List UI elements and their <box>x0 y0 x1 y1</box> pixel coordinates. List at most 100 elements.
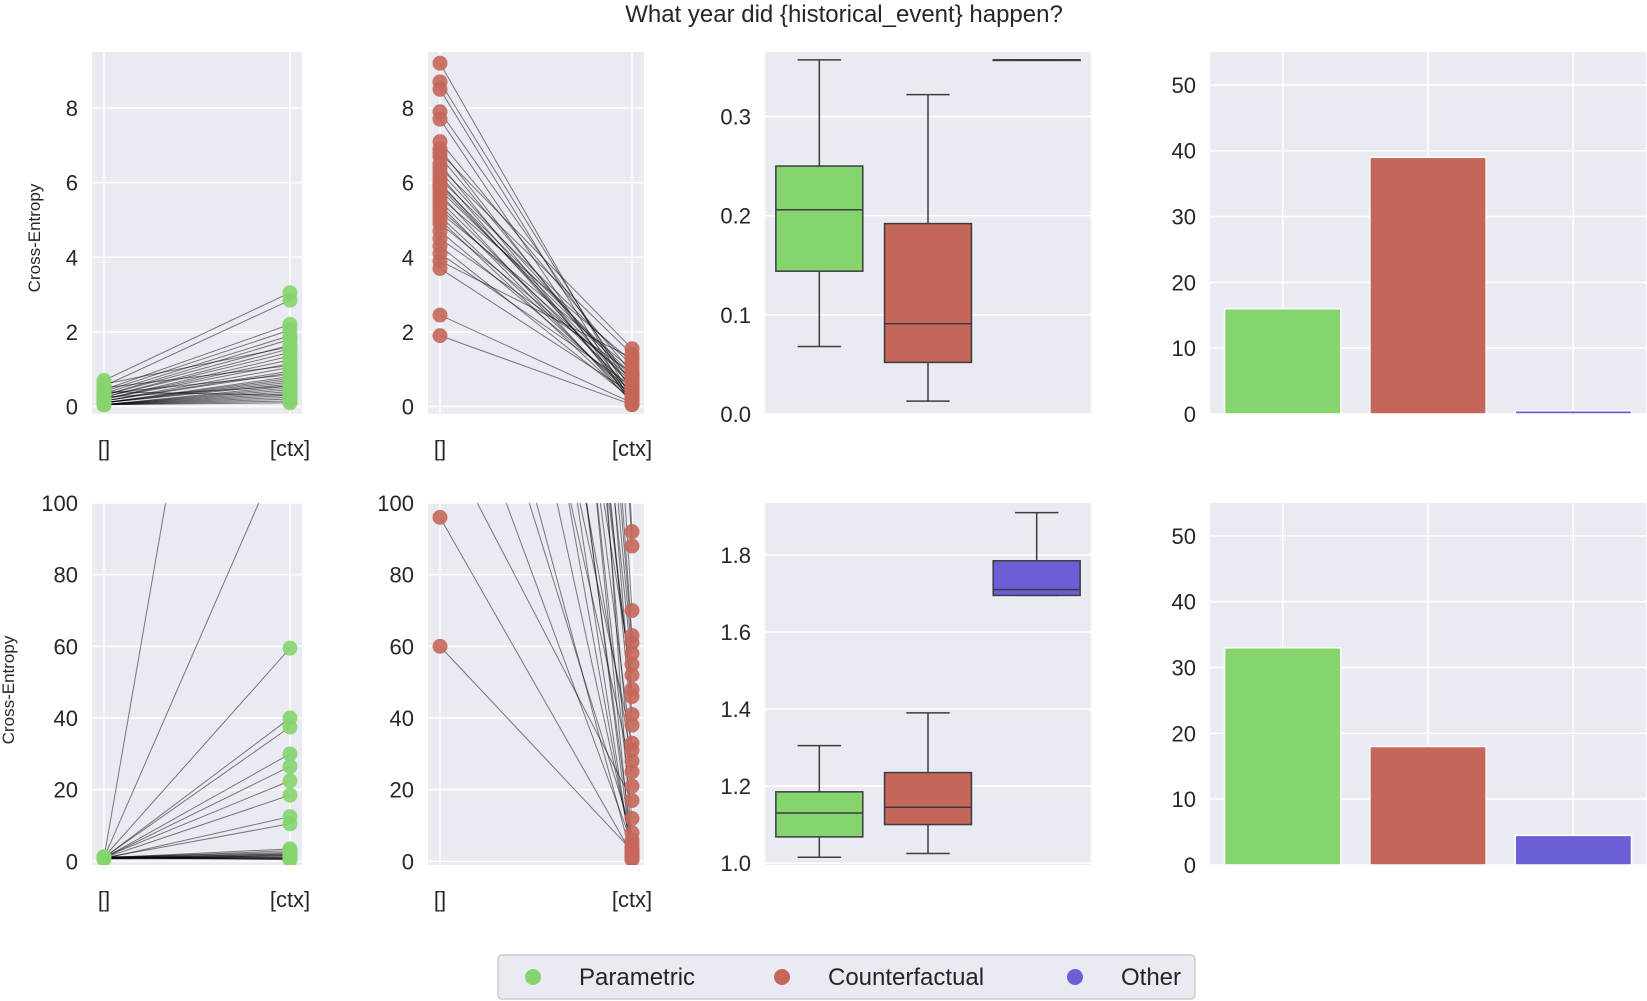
panel-r2-c1-pair-line <box>103 726 291 858</box>
panel-r2-c1-pair-line <box>103 647 291 858</box>
panel-r1-c2-pair-line <box>439 111 633 385</box>
panel-r2-c4-ytick-label: 20 <box>1172 721 1196 746</box>
panel-r2-c3-box-other <box>992 511 1081 597</box>
panel-r1-c1-point-no-ctx <box>96 384 112 400</box>
panel-r1-c1-marks <box>96 52 298 414</box>
panel-r2-c1-point-ctx <box>282 719 298 735</box>
panel-r1-c2-pair-line <box>439 167 633 355</box>
panel-r2-c1-pair-lines <box>103 503 291 861</box>
panel-r1-c2-pair-line <box>439 238 633 374</box>
panel-r2-c2-point-ctx <box>624 603 640 619</box>
panel-r2-c2-pair-line <box>585 503 633 762</box>
panel-r2-c1-xtick-label: [] <box>98 887 110 912</box>
panel-r1-c2-pair-line <box>439 314 633 404</box>
panel-r1-c2-pair-line <box>439 268 633 394</box>
panel-r2-c1-pair-line <box>103 503 167 858</box>
panel-r1-c1-pair-line <box>103 391 291 396</box>
panel-r2-c2-point-ctx <box>624 792 640 808</box>
panel-r2-c3-box-counterfactual <box>883 712 973 855</box>
panel-r1-c2-pair-line <box>439 81 633 392</box>
panel-r2-c3: 1.0 1.2 1.4 1.6 1.8 <box>720 503 1091 876</box>
panel-r2-c2-pair-line <box>576 503 633 860</box>
panel-r1-c1-ytick-label: 8 <box>66 96 78 121</box>
panel-r2-c1-plot-area <box>92 503 302 865</box>
panel-r2-c2-point-ctx <box>624 778 640 794</box>
panel-r2-c1-ytick-label: 80 <box>54 563 78 588</box>
panel-r2-c3-ytick-label: 1.2 <box>720 774 751 799</box>
panel-r1-c2-points <box>432 55 640 413</box>
panel-r1-c3-marks <box>775 59 1081 402</box>
panel-r2-c3-ytick-label: 1.6 <box>720 620 751 645</box>
panel-r1-c1-pair-line <box>103 292 291 381</box>
panel-r2-c4-marks <box>1223 503 1633 865</box>
panel-r1-c2-pair-line <box>439 118 633 405</box>
panel-r2-c1-pair-line <box>103 503 260 859</box>
panel-r1-c1-pair-line <box>103 323 291 391</box>
legend: Parametric Counterfactual Other <box>497 954 1196 1000</box>
panel-r1-c4: 0 10 20 30 40 50 <box>1172 52 1646 427</box>
panel-r2-c4-ytick-label: 0 <box>1184 853 1196 878</box>
panel-r2-c2-marks <box>432 503 640 865</box>
panel-r2-c4-ytick-label: 30 <box>1172 656 1196 681</box>
panel-r2-c2-ytick-label: 20 <box>390 778 414 803</box>
box-iqr <box>883 222 973 364</box>
panel-r2-c2-point-ctx <box>624 706 640 722</box>
panel-r1-c3-ytick-label: 0.2 <box>720 204 751 229</box>
panel-r2-c2-pair-line <box>579 503 633 744</box>
panel-r1-c2-xtick-label: [] <box>434 436 446 461</box>
panel-r2-c2-point-ctx <box>624 538 640 554</box>
panel-r2-c2-point-ctx <box>624 646 640 662</box>
panel-r1-c3-ytick-label: 0.1 <box>720 303 751 328</box>
panel-r2-c1-point-ctx <box>282 758 298 774</box>
panel-r2-c1-marks <box>96 503 298 865</box>
panel-r1-c3-box-parametric <box>775 59 864 348</box>
panel-r1-c4-bar-other <box>1514 409 1633 414</box>
panel-r1-c2-pair-line <box>439 230 633 392</box>
panel-r2-c2-ytick-label: 0 <box>402 849 414 874</box>
panel-r1-c1-pair-line <box>103 385 291 398</box>
panel-r1-c2-point-no-ctx <box>432 111 448 127</box>
panel-r2-c1-pair-line <box>103 780 291 858</box>
panel-r1-c2-ytick-label: 0 <box>402 395 414 420</box>
panel-r2-c2-pair-line <box>596 503 633 819</box>
panel-r2-c1-pair-line <box>103 753 291 859</box>
legend-label-parametric: Parametric <box>579 964 695 991</box>
panel-r1-c2-point-ctx <box>624 341 640 357</box>
panel-r1-c2-pair-line <box>439 335 633 406</box>
panel-r2-c4-bar-other <box>1514 834 1633 865</box>
panel-r2-c2-point-ctx <box>624 628 640 644</box>
panel-r1-c2-marks <box>432 52 640 414</box>
panel-r1-c3: 0.0 0.1 0.2 0.3 <box>720 52 1091 427</box>
panel-r2-c2-ytick-label: 60 <box>390 634 414 659</box>
panel-r2-c4-bar-parametric <box>1223 647 1342 865</box>
panel-r1-c2-point-ctx <box>624 397 640 413</box>
panel-r1-c4-bar-parametric <box>1223 307 1342 414</box>
panel-r2-c1-ytick-label: 40 <box>54 706 78 731</box>
panel-r2-c2-point-ctx <box>624 764 640 780</box>
panel-r1-c4-ytick-label: 0 <box>1184 402 1196 427</box>
panel-r2-c2-point-no-ctx <box>432 638 448 654</box>
panel-r1-c2-pair-line <box>439 152 633 350</box>
legend-label-other: Other <box>1121 964 1181 991</box>
panel-r2-c2-point-ctx <box>624 841 640 857</box>
panel-r2-c4-bar-counterfactual <box>1369 745 1487 865</box>
panel-r1-c4-ytick-label: 40 <box>1172 139 1196 164</box>
panel-r1-c1-pair-line <box>103 364 291 389</box>
panel-r2-c2-pair-line <box>505 503 633 844</box>
panel-r1-c1-pair-line <box>103 348 291 398</box>
panel-r2-c4-ytick-label: 50 <box>1172 524 1196 549</box>
panel-r2-c2-pair-line <box>596 503 633 859</box>
panel-r2-c1-point-ctx <box>282 640 298 656</box>
panel-r2-c1-points <box>96 640 298 865</box>
panel-r2-c2-pair-line <box>439 517 633 855</box>
panel-r2-c2-point-ctx <box>624 717 640 733</box>
panel-r2-c1-point-ctx <box>282 816 298 832</box>
legend-frame <box>497 954 1196 1000</box>
panel-r2-c1-point-ctx <box>282 773 298 789</box>
panel-r2-c1-xtick-label: [ctx] <box>270 887 310 912</box>
panel-r2-c2-pair-line <box>586 503 633 857</box>
panel-r2-c2-pair-line <box>439 646 633 852</box>
panel-r2-c2-xtick-label: [ctx] <box>612 887 652 912</box>
panel-r2-c1-point-ctx <box>282 746 298 762</box>
